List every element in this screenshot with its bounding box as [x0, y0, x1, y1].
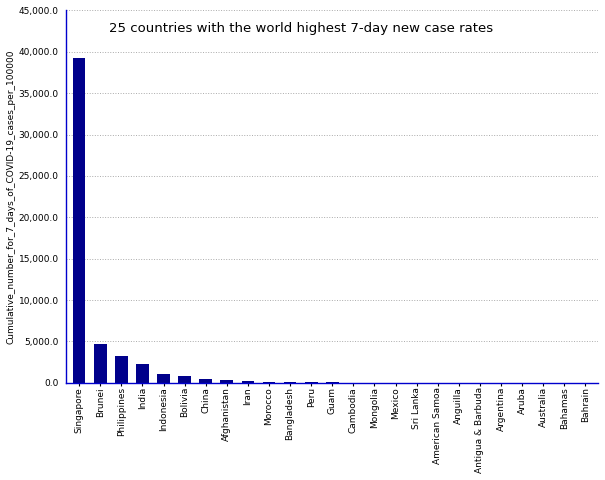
Y-axis label: Cumulative_number_for_7_days_of_COVID-19_cases_per_100000: Cumulative_number_for_7_days_of_COVID-19…: [7, 49, 16, 344]
Bar: [115, 356, 128, 383]
Bar: [200, 379, 212, 383]
Bar: [263, 382, 275, 383]
Bar: [136, 364, 149, 383]
Bar: [94, 344, 106, 383]
Bar: [241, 381, 254, 383]
Bar: [157, 373, 170, 383]
Bar: [178, 376, 191, 383]
Text: 25 countries with the world highest 7-day new case rates: 25 countries with the world highest 7-da…: [109, 22, 493, 35]
Bar: [220, 380, 233, 383]
Bar: [73, 59, 85, 383]
